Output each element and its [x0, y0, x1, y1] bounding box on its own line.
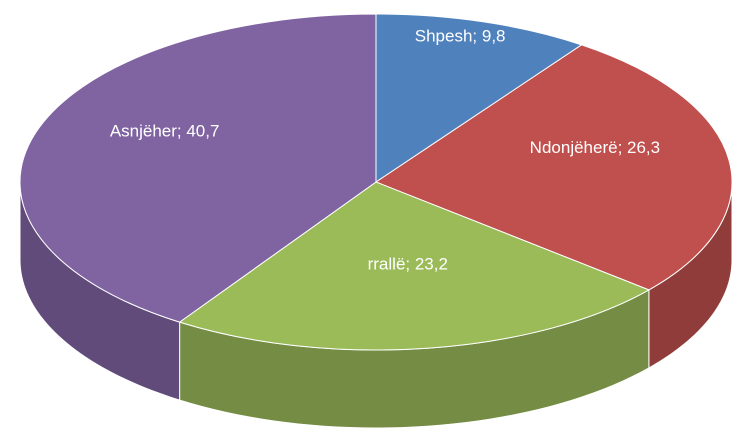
data-label: Asnjëher; 40,7	[110, 121, 220, 140]
slice	[19, 13, 377, 323]
data-label: rrallë; 23,2	[368, 255, 448, 274]
slice	[178, 181, 651, 351]
slice	[374, 44, 733, 291]
data-label: Shpesh; 9,8	[415, 27, 506, 46]
data-label: Ndonjëherë; 26,3	[530, 138, 660, 157]
slice	[375, 13, 583, 183]
